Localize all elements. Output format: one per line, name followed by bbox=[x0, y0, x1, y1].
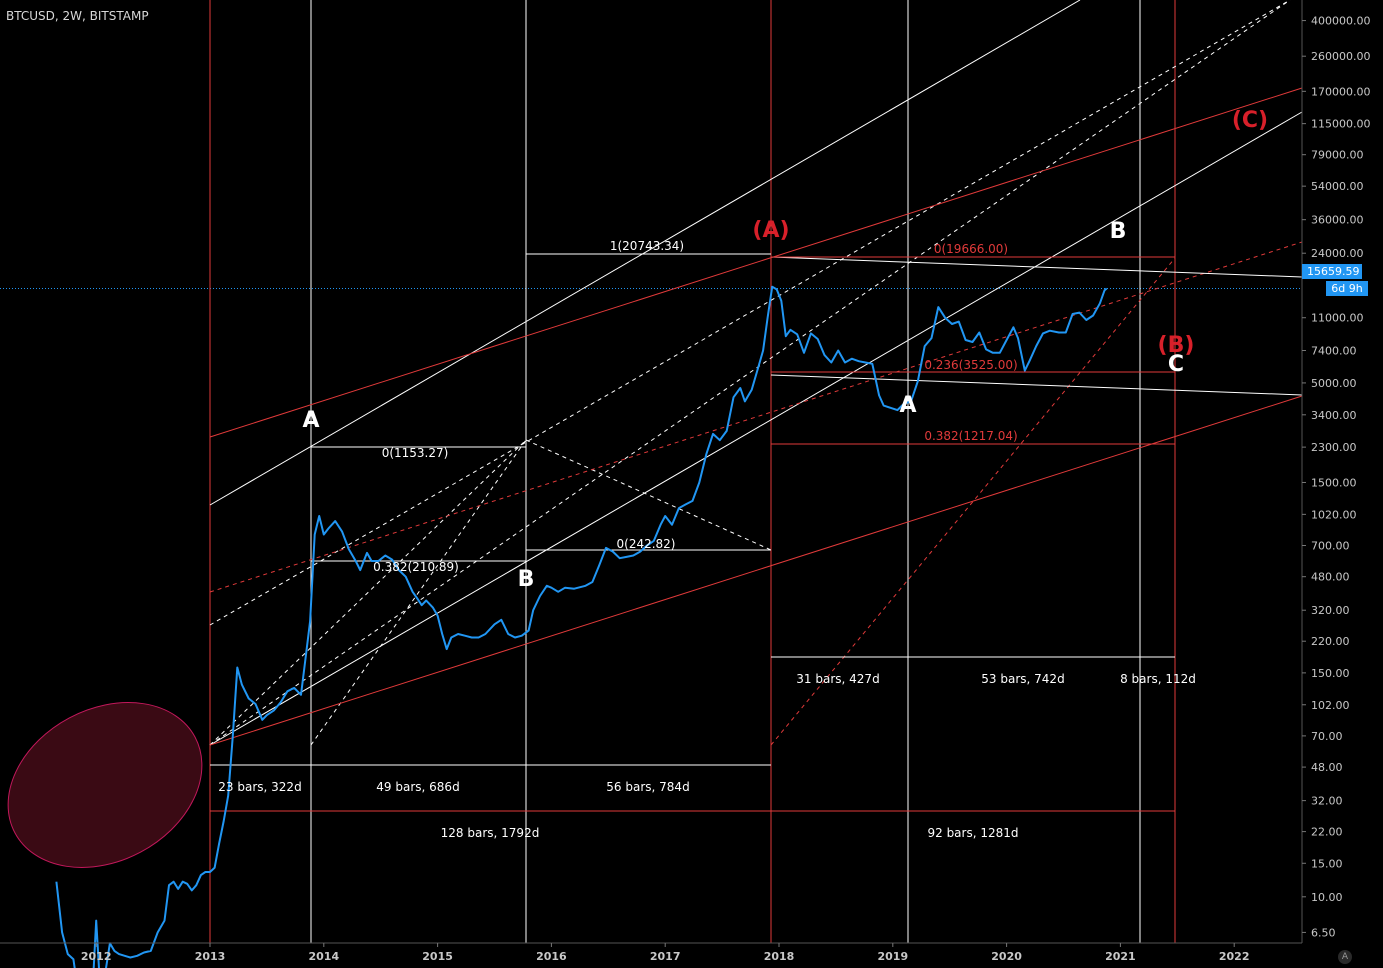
bars-label: 23 bars, 322d bbox=[218, 780, 301, 794]
wave-label-big-B: (B) bbox=[1158, 333, 1195, 358]
wave-label-big-C: (C) bbox=[1232, 108, 1268, 133]
price-tick-label: 70.00 bbox=[1311, 730, 1343, 743]
time-tick-label: 2020 bbox=[991, 950, 1022, 963]
bars-label: 128 bars, 1792d bbox=[441, 826, 540, 840]
white-dashed-median-line bbox=[209, 0, 1291, 626]
white-channel-line-upper bbox=[209, 0, 1081, 506]
price-tick-label: 260000.00 bbox=[1311, 50, 1371, 63]
price-tick-label: 2300.00 bbox=[1311, 441, 1357, 454]
time-tick-label: 2012 bbox=[81, 950, 112, 963]
price-tick-label: 36000.00 bbox=[1311, 214, 1364, 227]
price-tick-label: 11000.00 bbox=[1311, 312, 1364, 325]
last-price-tag: 15659.59 bbox=[1302, 264, 1362, 279]
red-channel-line-lower bbox=[209, 395, 1303, 746]
price-tick-label: 10.00 bbox=[1311, 891, 1343, 904]
price-tick-label: 1500.00 bbox=[1311, 476, 1357, 489]
time-tick-label: 2018 bbox=[764, 950, 795, 963]
price-tick-label: 79000.00 bbox=[1311, 149, 1364, 162]
price-tick-label: 1020.00 bbox=[1311, 508, 1357, 521]
time-tick-label: 2017 bbox=[650, 950, 681, 963]
white-dashed-median-line bbox=[209, 0, 1291, 746]
price-tick-label: 3400.00 bbox=[1311, 409, 1357, 422]
bars-label: 92 bars, 1281d bbox=[927, 826, 1018, 840]
wave-label-C: C bbox=[1168, 352, 1184, 377]
price-tick-label: 6.50 bbox=[1311, 926, 1336, 939]
wave-label-A: A bbox=[302, 408, 319, 433]
white-dashed-fan-line bbox=[310, 439, 527, 746]
price-tick-label: 320.00 bbox=[1311, 604, 1350, 617]
price-tick-label: 24000.00 bbox=[1311, 247, 1364, 260]
fib-label-1: 1(20743.34) bbox=[610, 239, 684, 253]
red-dashed-median-line bbox=[209, 241, 1303, 593]
white-channel-line-lower bbox=[209, 111, 1303, 746]
price-tick-label: 102.00 bbox=[1311, 699, 1350, 712]
wave-label-big-A: (A) bbox=[752, 218, 789, 243]
bar-timer-tag: 6d 9h bbox=[1326, 281, 1368, 296]
time-tick-label: 2022 bbox=[1219, 950, 1250, 963]
wave-label-B: B bbox=[518, 567, 535, 592]
white-trend-line bbox=[770, 374, 1303, 396]
white-dashed-fan-line bbox=[525, 439, 772, 551]
time-tick-label: 2021 bbox=[1105, 950, 1136, 963]
bars-label: 53 bars, 742d bbox=[981, 672, 1064, 686]
bars-label: 31 bars, 427d bbox=[796, 672, 879, 686]
white-dashed-fan-line bbox=[209, 439, 527, 746]
price-tick-label: 150.00 bbox=[1311, 667, 1350, 680]
bars-label: 8 bars, 112d bbox=[1120, 672, 1196, 686]
price-series-line bbox=[55, 285, 1108, 968]
fib-label-0-low: 0(242.82) bbox=[617, 537, 676, 551]
price-tick-label: 22.00 bbox=[1311, 826, 1343, 839]
price-tick-label: 15.00 bbox=[1311, 857, 1343, 870]
price-tick-label: 700.00 bbox=[1311, 539, 1350, 552]
wave-label-B: B bbox=[1110, 219, 1127, 244]
bars-label: 56 bars, 784d bbox=[606, 780, 689, 794]
wave-label-A: A bbox=[899, 393, 916, 418]
fib-label-0-top: 0(19666.00) bbox=[934, 242, 1008, 256]
white-trend-line bbox=[770, 256, 1303, 278]
red-channel-line-upper bbox=[209, 87, 1303, 438]
time-tick-label: 2015 bbox=[422, 950, 453, 963]
highlight-ellipse bbox=[7, 702, 203, 868]
price-tick-label: 170000.00 bbox=[1311, 85, 1371, 98]
price-tick-label: 32.00 bbox=[1311, 795, 1343, 808]
symbol-title: BTCUSD, 2W, BITSTAMP bbox=[6, 9, 149, 23]
time-tick-label: 2019 bbox=[877, 950, 908, 963]
bars-label: 49 bars, 686d bbox=[376, 780, 459, 794]
fib-label-0382-mid: 0.382(210.89) bbox=[373, 560, 459, 574]
price-tick-label: 7400.00 bbox=[1311, 344, 1357, 357]
price-tick-label: 115000.00 bbox=[1311, 118, 1371, 131]
time-tick-label: 2014 bbox=[308, 950, 339, 963]
fib-label-0236: 0.236(3525.00) bbox=[924, 358, 1017, 372]
price-tick-label: 48.00 bbox=[1311, 761, 1343, 774]
red-dashed-fan-line bbox=[770, 257, 1176, 746]
time-tick-label: 2013 bbox=[195, 950, 226, 963]
time-tick-label: 2016 bbox=[536, 950, 567, 963]
price-tick-label: 54000.00 bbox=[1311, 180, 1364, 193]
price-tick-label: 220.00 bbox=[1311, 635, 1350, 648]
auto-scale-icon[interactable]: A bbox=[1338, 950, 1352, 964]
price-tick-label: 5000.00 bbox=[1311, 377, 1357, 390]
fib-label-0-mid: 0(1153.27) bbox=[382, 446, 449, 460]
fib-label-0382-top: 0.382(1217.04) bbox=[924, 429, 1017, 443]
price-tick-label: 400000.00 bbox=[1311, 15, 1371, 28]
price-tick-label: 480.00 bbox=[1311, 571, 1350, 584]
